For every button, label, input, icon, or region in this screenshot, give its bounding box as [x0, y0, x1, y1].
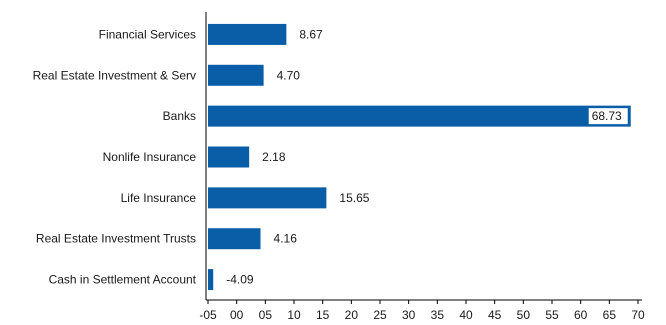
x-tick-label: 50: [517, 308, 531, 322]
labels-layer: Financial Services 8.67 Real Estate Invest…: [33, 27, 628, 287]
category-label: Banks: [163, 109, 196, 123]
bar: [208, 187, 327, 209]
data-label: 4.70: [277, 68, 301, 82]
data-label: 8.67: [299, 27, 323, 41]
category-label: Cash in Settlement Account: [49, 273, 197, 287]
category-label: Real Estate Investment Trusts: [36, 232, 196, 246]
x-tick-label: 45: [488, 308, 502, 322]
x-tick-label: 55: [545, 308, 559, 322]
x-tick-label: -05: [199, 308, 217, 322]
bar: [208, 64, 264, 86]
data-label: 2.18: [262, 150, 286, 164]
x-axis-ticks: -05 00 05 10 15 20 25 30 35 40 45 50 55 60 65 70: [199, 300, 645, 322]
data-label: 68.73: [592, 109, 622, 123]
x-tick-label: 00: [230, 308, 244, 322]
category-label: Real Estate Investment & Serv: [33, 68, 196, 82]
data-label: 4.16: [274, 232, 298, 246]
category-label: Nonlife Insurance: [103, 150, 197, 164]
data-label: -4.09: [226, 273, 254, 287]
bar: [208, 23, 287, 45]
x-tick-label: 70: [631, 308, 645, 322]
category-label: Financial Services: [99, 27, 196, 41]
bar: [208, 146, 250, 168]
x-tick-label: 65: [603, 308, 617, 322]
bar: [208, 269, 214, 291]
category-label: Life Insurance: [121, 191, 197, 205]
x-tick-label: 25: [373, 308, 387, 322]
x-tick-label: 40: [459, 308, 473, 322]
x-tick-label: 10: [287, 308, 301, 322]
x-tick-label: 35: [431, 308, 445, 322]
x-tick-label: 60: [574, 308, 588, 322]
x-tick-label: 30: [402, 308, 416, 322]
x-tick-label: 05: [259, 308, 273, 322]
bars-layer: [208, 23, 631, 291]
bar: [208, 228, 261, 250]
x-tick-label: 20: [345, 308, 359, 322]
bar: [208, 105, 631, 127]
data-label-background: [588, 108, 628, 125]
x-tick-label: 15: [316, 308, 330, 322]
data-label: 15.65: [339, 191, 369, 205]
